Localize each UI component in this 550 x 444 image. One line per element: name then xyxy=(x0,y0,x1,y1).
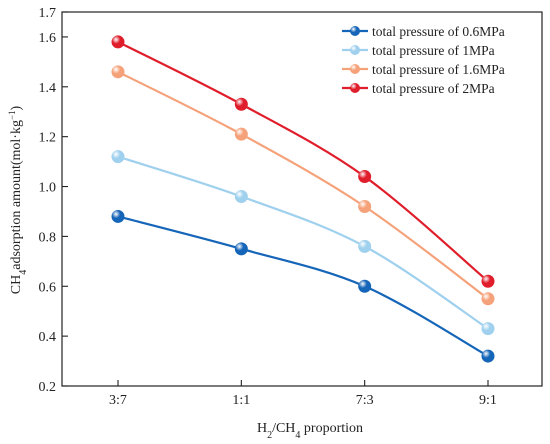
series-line xyxy=(117,70,489,300)
series-layer xyxy=(111,35,495,363)
y-tick-label: 0.2 xyxy=(39,380,57,395)
x-tick-label: 7:3 xyxy=(356,393,374,408)
x-tick-label: 9:1 xyxy=(479,393,497,408)
data-point xyxy=(111,35,125,49)
plot-frame xyxy=(61,11,543,387)
y-tick-label: 1.6 xyxy=(39,31,57,46)
y-tick-label: 1.4 xyxy=(39,81,57,96)
legend-swatch-marker xyxy=(350,64,360,74)
data-point xyxy=(234,242,248,256)
data-point xyxy=(234,127,248,141)
data-point xyxy=(111,209,125,223)
series-line xyxy=(117,215,489,358)
y-tick-label: 0.6 xyxy=(39,280,57,295)
data-point xyxy=(358,239,372,253)
legend-swatch-marker xyxy=(350,45,360,55)
data-point xyxy=(481,322,495,336)
data-point xyxy=(481,292,495,306)
legend-label: total pressure of 1MPa xyxy=(372,43,495,58)
data-point xyxy=(358,170,372,184)
y-tick-label: 0.8 xyxy=(39,230,57,245)
y-axis-title-sub: 4 xyxy=(18,270,29,275)
x-axis-title-tail: proportion xyxy=(300,421,363,436)
y-axis-title-sup: −1 xyxy=(7,110,17,120)
data-point xyxy=(358,279,372,293)
series-line xyxy=(117,40,489,283)
y-tick-label: 1.7 xyxy=(39,6,57,21)
legend-label: total pressure of 2MPa xyxy=(372,81,495,96)
x-axis-title-mid: /CH xyxy=(272,421,295,436)
y-tick-label: 0.4 xyxy=(39,330,57,345)
data-point xyxy=(111,65,125,79)
legend-swatch-marker xyxy=(350,26,360,36)
series-line xyxy=(117,155,489,330)
legend-swatch-marker xyxy=(350,83,360,93)
x-axis-title-main: H xyxy=(257,421,267,436)
x-axis: 3:7 1:1 7:3 9:1 xyxy=(109,380,497,408)
x-axis-title: H2/CH4 proportion xyxy=(257,421,363,441)
x-axis-title-sub1: 2 xyxy=(267,430,272,441)
y-axis-title: CH4adsorption amount(mol·kg−1) xyxy=(7,105,29,294)
y-tick-label: 1.0 xyxy=(39,181,57,196)
data-point xyxy=(234,190,248,204)
x-tick-label: 1:1 xyxy=(232,393,250,408)
data-point xyxy=(358,199,372,213)
data-point xyxy=(481,349,495,363)
data-point xyxy=(481,274,495,288)
x-tick-label: 3:7 xyxy=(109,393,127,408)
legend-label: total pressure of 1.6MPa xyxy=(372,62,505,77)
y-axis-title-close: ) xyxy=(9,105,24,110)
data-point xyxy=(234,97,248,111)
y-tick-label: 1.2 xyxy=(39,131,57,146)
y-axis-title-tail: adsorption amount(mol·kg xyxy=(9,120,24,270)
y-axis: 0.2 0.4 0.6 0.8 1.0 1.2 1.4 1.6 1.7 xyxy=(39,6,68,395)
legend: total pressure of 0.6MPa total pressure o… xyxy=(342,24,505,96)
data-point xyxy=(111,150,125,164)
x-axis-title-sub2: 4 xyxy=(295,430,300,441)
y-axis-title-main: CH xyxy=(9,275,24,294)
legend-label: total pressure of 0.6MPa xyxy=(372,24,505,39)
